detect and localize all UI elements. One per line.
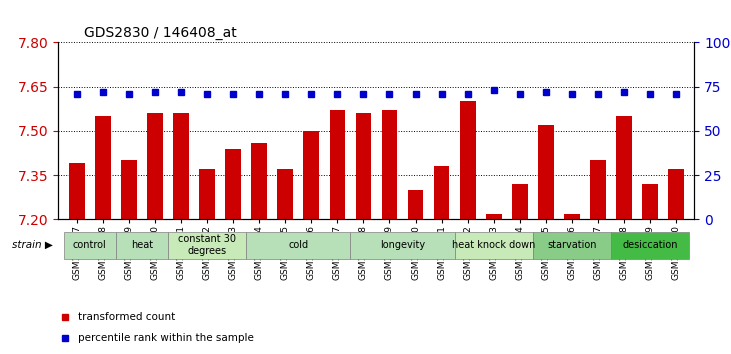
Bar	[330, 110, 345, 219]
Text: control: control	[73, 240, 107, 250]
Bar	[512, 184, 528, 219]
FancyBboxPatch shape	[350, 232, 455, 259]
FancyBboxPatch shape	[115, 232, 168, 259]
Bar	[616, 116, 632, 219]
Bar	[173, 113, 189, 219]
Bar	[460, 102, 475, 219]
Text: constant 30
degrees: constant 30 degrees	[178, 234, 236, 256]
Bar	[590, 160, 606, 219]
Bar	[95, 116, 110, 219]
Text: longevity: longevity	[380, 240, 425, 250]
Text: cold: cold	[288, 240, 308, 250]
Text: heat knock down: heat knock down	[452, 240, 535, 250]
FancyBboxPatch shape	[168, 232, 246, 259]
Bar	[538, 125, 553, 219]
Text: percentile rank within the sample: percentile rank within the sample	[77, 333, 254, 343]
Bar	[69, 164, 85, 219]
Bar	[225, 149, 241, 219]
Bar	[408, 190, 423, 219]
Text: strain ▶: strain ▶	[12, 240, 53, 250]
Text: desiccation: desiccation	[622, 240, 678, 250]
Text: GDS2830 / 146408_at: GDS2830 / 146408_at	[84, 26, 237, 40]
FancyBboxPatch shape	[455, 232, 533, 259]
FancyBboxPatch shape	[64, 232, 115, 259]
Bar	[251, 143, 267, 219]
Bar	[147, 113, 163, 219]
Text: starvation: starvation	[548, 240, 596, 250]
FancyBboxPatch shape	[246, 232, 350, 259]
Bar	[121, 160, 137, 219]
Bar	[433, 166, 450, 219]
Bar	[278, 169, 293, 219]
Bar	[643, 184, 658, 219]
Bar	[303, 131, 319, 219]
Bar	[355, 113, 371, 219]
FancyBboxPatch shape	[533, 232, 611, 259]
Bar	[564, 213, 580, 219]
Bar	[382, 110, 398, 219]
Bar	[668, 169, 684, 219]
Bar	[486, 213, 501, 219]
Bar	[200, 169, 215, 219]
FancyBboxPatch shape	[611, 232, 689, 259]
Text: heat: heat	[131, 240, 153, 250]
Text: transformed count: transformed count	[77, 312, 175, 322]
